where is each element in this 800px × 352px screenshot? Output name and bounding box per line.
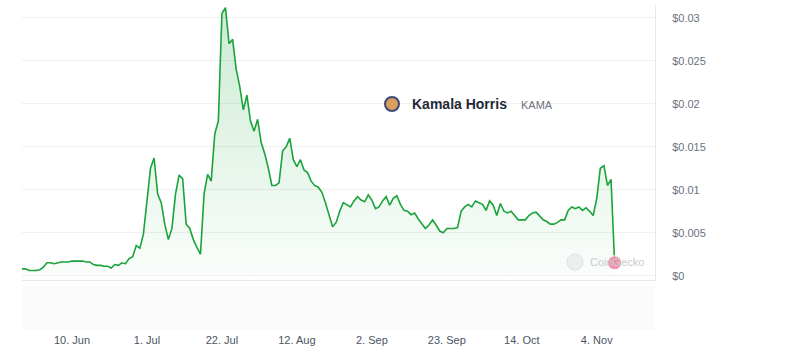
svg-text:14. Oct: 14. Oct	[504, 334, 539, 346]
svg-text:CoinGecko: CoinGecko	[590, 256, 644, 268]
svg-text:$0: $0	[672, 270, 684, 282]
svg-text:$0.025: $0.025	[672, 55, 706, 67]
svg-text:$0.005: $0.005	[672, 227, 706, 239]
svg-text:$0.01: $0.01	[672, 184, 700, 196]
svg-text:KAMA: KAMA	[521, 99, 553, 111]
svg-text:Kamala Horris: Kamala Horris	[412, 96, 507, 112]
svg-text:1. Jul: 1. Jul	[134, 334, 160, 346]
svg-text:10. Jun: 10. Jun	[54, 334, 90, 346]
svg-text:2. Sep: 2. Sep	[356, 334, 388, 346]
svg-text:23. Sep: 23. Sep	[428, 334, 466, 346]
svg-text:22. Jul: 22. Jul	[206, 334, 238, 346]
svg-text:4. Nov: 4. Nov	[581, 334, 613, 346]
svg-text:$0.015: $0.015	[672, 141, 706, 153]
svg-text:$0.03: $0.03	[672, 12, 700, 24]
svg-text:12. Aug: 12. Aug	[278, 334, 315, 346]
svg-text:$0.02: $0.02	[672, 98, 700, 110]
